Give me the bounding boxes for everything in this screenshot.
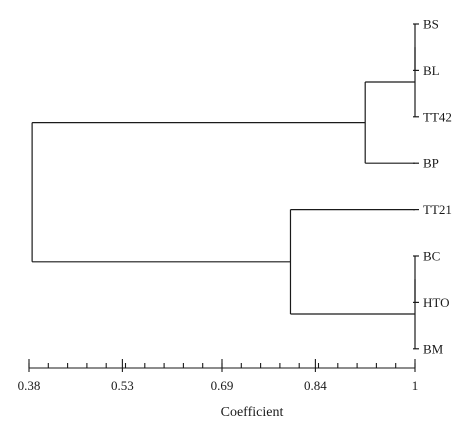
tick-label: 0.53 <box>111 378 134 393</box>
leaf-labels: BS BL TT42 BP TT21 BC HTO BM <box>423 17 452 357</box>
axis-title: Coefficient <box>221 405 284 420</box>
dendrogram-branches <box>31 23 419 350</box>
leaf-label-bm: BM <box>423 341 444 356</box>
leaf-label-bl: BL <box>423 63 440 78</box>
axis-ticks <box>28 359 416 372</box>
leaf-label-tt42: TT42 <box>423 109 452 124</box>
tick-label: 0.69 <box>211 378 234 393</box>
tick-label: 1 <box>412 378 419 393</box>
axis-tick-labels: 0.38 0.53 0.69 0.84 1 <box>18 378 419 393</box>
leaf-label-bs: BS <box>423 17 439 32</box>
leaf-label-bc: BC <box>423 249 440 264</box>
tick-label: 0.84 <box>304 378 327 393</box>
coefficient-axis: 0.38 0.53 0.69 0.84 1 <box>18 359 419 393</box>
leaf-label-tt21: TT21 <box>423 202 452 217</box>
leaf-label-hto: HTO <box>423 295 449 310</box>
leaf-label-bp: BP <box>423 156 439 171</box>
tick-label: 0.38 <box>18 378 41 393</box>
